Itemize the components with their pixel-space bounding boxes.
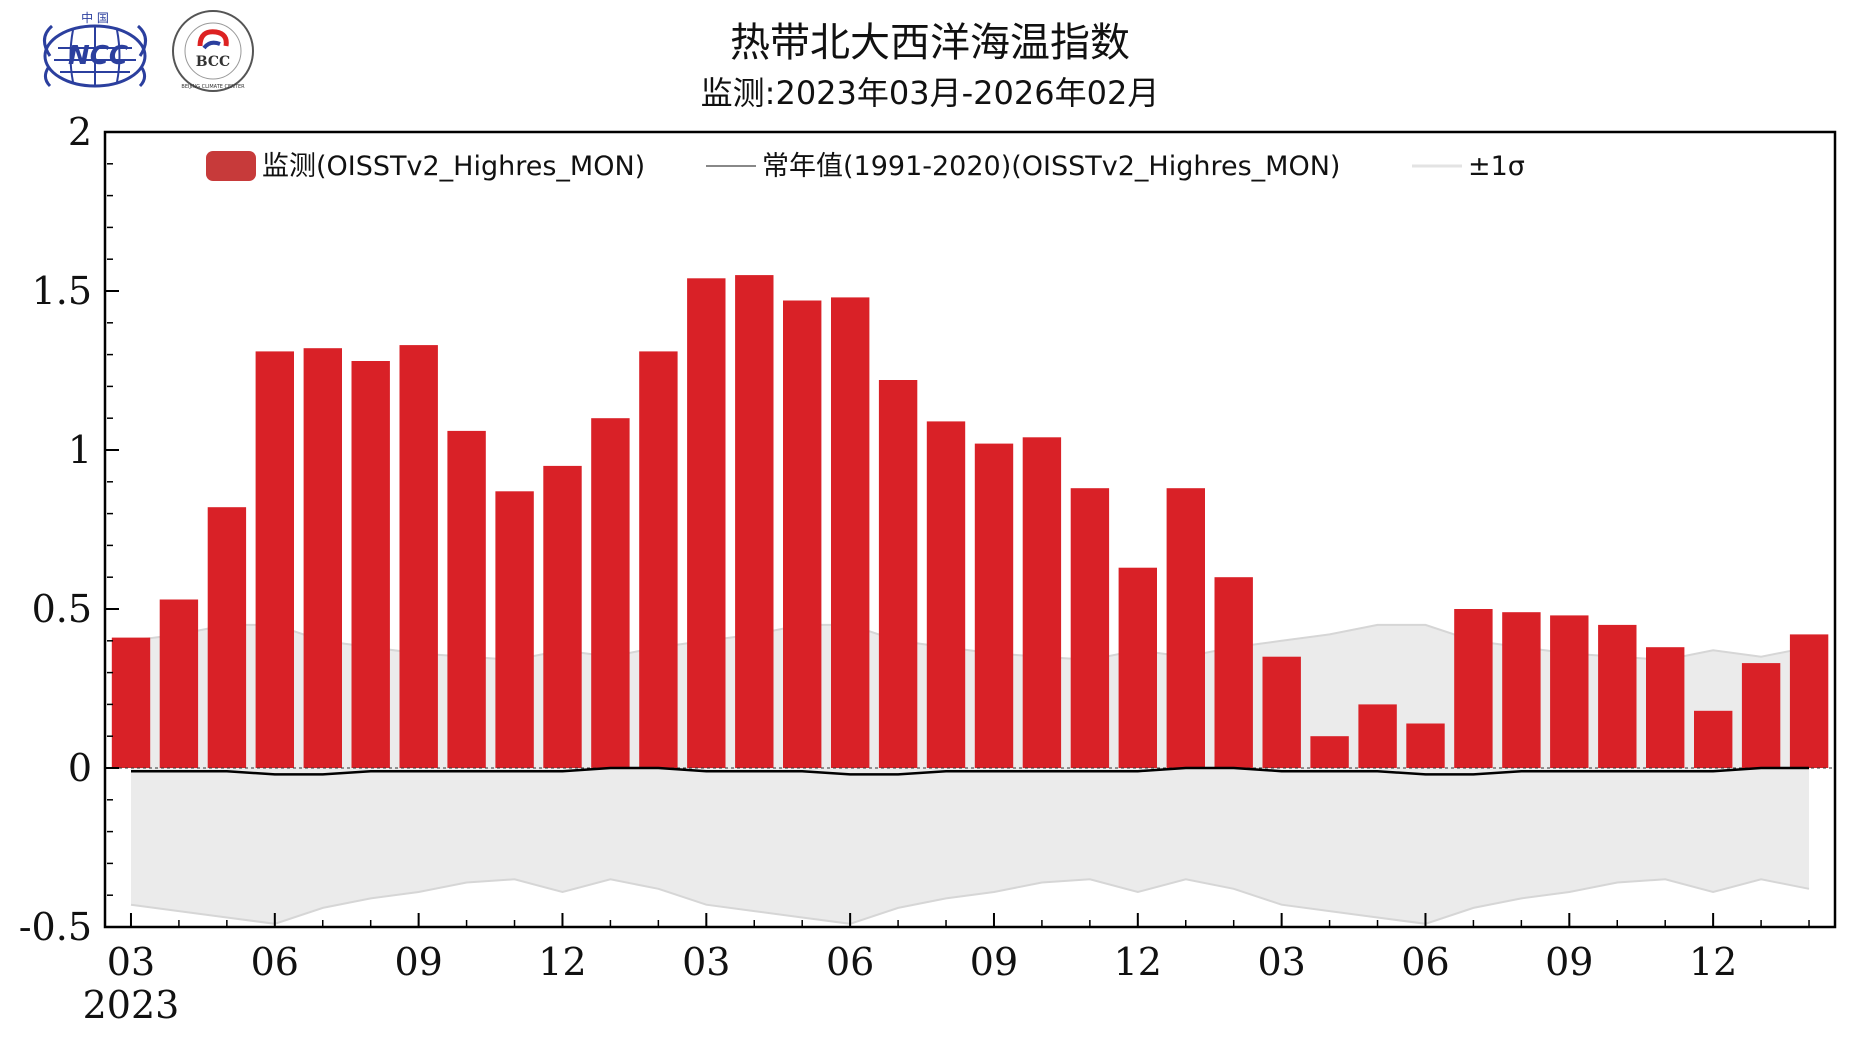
sigma-lower-line [130,878,1810,925]
bar [1646,647,1685,768]
x-tick-label: 09 [394,940,442,984]
bar [1789,634,1829,768]
chart-title: 热带北大西洋海温指数 [730,20,1130,66]
x-year-label: 2023 [83,983,180,1027]
x-tick-label: 12 [1114,940,1162,984]
bcc-logo: BCC BEIJING CLIMATE CENTER [172,10,254,92]
line-layer [107,766,1833,776]
bar [1118,567,1157,768]
x-tick-label: 03 [1257,940,1305,984]
bar [159,599,199,768]
bar-layer [111,275,1829,768]
bar [255,351,294,768]
legend-label-normal: 常年值(1991-2020)(OISSTv2_Highres_MON) [762,151,1340,182]
x-tick-label: 06 [1401,940,1449,984]
bcc-logo-ring-text: BEIJING CLIMATE CENTER [181,84,245,90]
legend-label-monitor: 监测(OISSTv2_Highres_MON) [262,151,645,182]
y-tick-label: 0.5 [32,587,92,631]
x-tick-label: 12 [538,940,586,984]
x-tick-label: 03 [682,940,730,984]
y-tick-label: 0 [68,746,92,790]
bar [543,465,582,768]
bar [783,300,822,768]
bar [1022,437,1062,768]
ncc-logo-top-text: 中 国 [81,10,109,25]
x-tick-label: 09 [1545,940,1593,984]
bar [399,345,438,768]
x-tick-label: 03 [107,940,155,984]
bar [495,491,534,768]
bar [974,443,1014,768]
legend-label-sigma: ±1σ [1468,151,1525,182]
bar [1166,488,1205,768]
x-tick-label: 12 [1689,940,1737,984]
bar [1502,612,1541,768]
y-tick-label: -0.5 [19,905,92,949]
bar [1406,723,1445,768]
axis-layer: -0.5 0 0.5 1 1.5 2 03 06 09 12 03 06 09 12 03 06 09 12 202… [19,110,1810,1027]
bar [303,348,342,768]
bar [687,278,726,768]
bar [1262,656,1301,768]
bar [878,380,918,768]
bcc-logo-text: BCC [196,54,230,70]
bar [1070,488,1110,768]
y-tick-label: 1 [68,428,92,472]
bar [591,418,630,768]
ncc-logo-text: NCC [68,41,128,71]
bar [1214,577,1253,768]
plot-frame [103,130,1837,929]
bar [1694,710,1733,768]
bar [1310,736,1349,768]
bar [207,507,247,768]
x-tick-label: 06 [251,940,299,984]
legend: 监测(OISSTv2_Highres_MON) 常年值(1991-2020)(O… [206,151,1525,182]
bar [1454,609,1493,768]
x-tick-label: 06 [826,940,874,984]
y-tick-label: 2 [68,110,92,154]
legend-swatch-monitor [206,151,256,181]
chart-subtitle: 监测:2023年03月-2026年02月 [700,74,1160,112]
bar [1598,624,1637,768]
bar [111,637,151,768]
bar [639,351,678,768]
bar [447,430,486,768]
bar [351,361,390,768]
y-tick-label: 1.5 [32,269,92,313]
bar [735,275,774,768]
bar [1550,615,1589,768]
ncc-logo: 中 国 NCC [43,10,147,88]
normal-line [131,766,1809,776]
x-tick-label: 09 [970,940,1018,984]
bar [1741,663,1781,768]
bar [1358,704,1397,768]
bar [831,297,870,768]
bar [926,421,966,768]
